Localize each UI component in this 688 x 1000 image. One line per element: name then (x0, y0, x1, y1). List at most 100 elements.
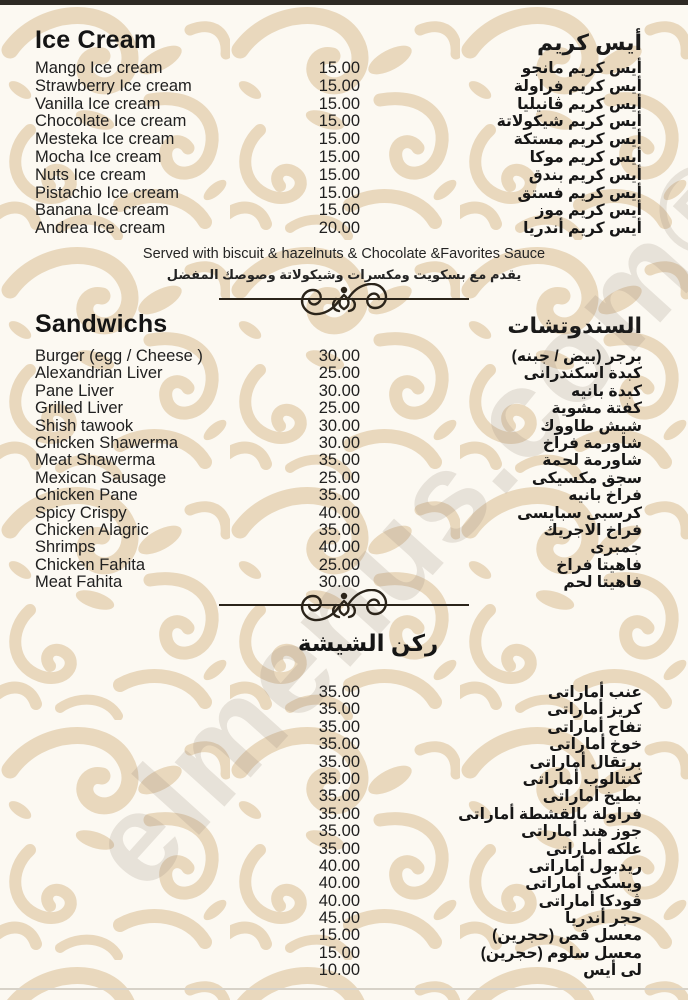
item-price: 40.00 (318, 874, 360, 893)
menu-row: Nuts Ice cream 15.00 أيس كريم بندق (35, 167, 642, 185)
menu-row: Mesteka Ice cream 15.00 أيس كريم مستكة (35, 131, 642, 149)
item-price: 40.00 (318, 538, 360, 557)
item-name-ar: فراخ بانيه (568, 487, 642, 505)
ice-cream-note-en: Served with biscuit & hazelnuts & Chocol… (142, 246, 546, 262)
menu-row: Strawberry Ice cream 15.00 أيس كريم فراو… (35, 78, 642, 96)
menu-row: 15.00 معسل سلوم (حجرين) (35, 945, 642, 962)
item-name-ar: كبدة اسكندرانى (523, 365, 642, 383)
item-name-en: Strawberry Ice cream (35, 76, 192, 95)
item-name-ar: علكه أماراتى (545, 840, 642, 858)
item-name-en: Burger (egg / Cheese ) (35, 347, 203, 365)
item-name-ar: جمبرى (590, 539, 642, 557)
item-name-ar: كنتالوب أماراتى (522, 770, 642, 788)
item-name-ar: لى أيس (583, 962, 642, 980)
item-price: 35.00 (318, 700, 360, 719)
item-name-ar: أيس كريم مستكة (513, 131, 642, 149)
menu-row: 40.00 ويسكى أماراتى (35, 875, 642, 892)
item-name-ar: شاورمة فراخ (542, 434, 642, 452)
item-price: 40.00 (318, 503, 360, 522)
menu-row: Andrea Ice cream 20.00 أيس كريم أندريا (35, 220, 642, 238)
item-price: 35.00 (318, 822, 360, 841)
item-name-en: Pistachio Ice cream (35, 183, 179, 202)
item-name-ar: ويسكى أماراتى (525, 875, 642, 893)
item-name-en: Vanilla Ice cream (35, 94, 161, 113)
item-name-en: Alexandrian Liver (35, 364, 163, 383)
item-name-ar: أيس كريم فستق (517, 184, 642, 202)
menu-row: 35.00 تفاح أماراتى (35, 719, 642, 736)
item-price: 25.00 (318, 468, 360, 487)
item-name-en: Chocolate Ice cream (35, 112, 187, 131)
item-name-en: Meat Shawerma (35, 451, 156, 470)
menu-row: 40.00 ڤودكا أماراتى (35, 893, 642, 910)
item-name-ar: فاهيتا لحم (563, 574, 642, 592)
item-price: 35.00 (318, 804, 360, 823)
item-name-en: Mocha Ice cream (35, 147, 162, 166)
menu-row: 35.00 كنتالوب أماراتى (35, 771, 642, 788)
bottom-border (0, 988, 688, 990)
item-name-en: Chicken Shawerma (35, 433, 179, 452)
item-name-en: Shish tawook (35, 416, 134, 435)
item-name-ar: فراخ الاجريك (543, 521, 642, 539)
item-price: 35.00 (318, 769, 360, 788)
item-name-ar: أيس كريم موكا (529, 148, 642, 166)
item-name-en: Mesteka Ice cream (35, 130, 175, 149)
item-name-en: Meat Fahita (35, 573, 123, 592)
menu-row: Spicy Crispy 40.00 كرسبى سبايسى (35, 505, 642, 522)
item-price: 10.00 (318, 961, 360, 980)
menu-row: Meat Fahita 30.00 فاهيتا لحم (35, 574, 642, 591)
item-price: 30.00 (318, 416, 360, 435)
menu-row: Mexican Sausage 25.00 سجق مكسيكى (35, 470, 642, 487)
item-name-ar: برتقال أماراتى (529, 753, 642, 771)
menu-row: Pane Liver 30.00 كبدة بانيه (35, 383, 642, 400)
item-price: 15.00 (318, 76, 360, 95)
item-name-ar: أيس كريم مانجو (521, 60, 642, 77)
item-name-ar: حجر أندريا (565, 910, 642, 928)
item-price: 35.00 (318, 683, 360, 701)
item-price: 25.00 (318, 364, 360, 383)
item-price: 15.00 (318, 183, 360, 202)
item-price: 25.00 (318, 399, 360, 418)
item-name-ar: أيس كريم شيكولاتة (496, 113, 642, 131)
item-name-ar: عنب أماراتى (547, 684, 642, 701)
shisha-title-ar: ركن الشيشة (297, 630, 439, 656)
item-name-ar: كبدة بانيه (571, 382, 642, 400)
menu-row: 40.00 ريدبول أماراتى (35, 858, 642, 875)
item-name-ar: أيس كريم فراولة (513, 77, 642, 95)
menu-row: Chocolate Ice cream 15.00 أيس كريم شيكول… (35, 113, 642, 131)
menu-row: Shish tawook 30.00 شيش طاووك (35, 418, 642, 435)
menu-row: Chicken Pane 35.00 فراخ بانيه (35, 487, 642, 504)
item-price: 15.00 (318, 926, 360, 945)
ice-cream-items: Mango Ice cream 15.00 أيس كريم مانجو Str… (35, 60, 642, 238)
item-name-en: Andrea Ice cream (35, 219, 166, 238)
item-price: 35.00 (318, 717, 360, 736)
item-price: 30.00 (318, 433, 360, 452)
item-name-en: Chicken Alagric (35, 520, 149, 539)
item-price: 30.00 (318, 347, 360, 365)
item-name-en: Chicken Fahita (35, 555, 146, 574)
sandwiches-items: Burger (egg / Cheese ) 30.00 برجر (بيض /… (35, 348, 642, 591)
menu-row: 35.00 عنب أماراتى (35, 684, 642, 701)
item-name-ar: ريدبول أماراتى (528, 857, 642, 875)
item-price: 15.00 (318, 147, 360, 166)
menu-row: 35.00 فراولة بالقشطة أماراتى (35, 806, 642, 823)
item-price: 35.00 (318, 451, 360, 470)
item-price: 15.00 (318, 165, 360, 184)
item-price: 45.00 (318, 909, 360, 928)
item-price: 35.00 (318, 486, 360, 505)
item-price: 35.00 (318, 787, 360, 806)
menu-row: 35.00 كريز أماراتى (35, 701, 642, 718)
ice-cream-title-en: Ice Cream (35, 26, 157, 54)
item-name-ar: أيس كريم أندريا (523, 220, 642, 238)
item-price: 15.00 (318, 943, 360, 962)
item-price: 15.00 (318, 130, 360, 149)
item-name-en: Chicken Pane (35, 486, 138, 505)
ice-cream-note-ar: يقدم مع بسكويت ومكسرات وشيكولاتة وصوصك ا… (166, 267, 522, 282)
sandwiches-title-ar: السندوتشات (507, 313, 642, 338)
item-name-ar: أيس كريم ڤانيليا (517, 95, 642, 113)
item-price: 15.00 (318, 94, 360, 113)
menu-row: Mocha Ice cream 15.00 أيس كريم موكا (35, 149, 642, 167)
item-name-ar: ڤودكا أماراتى (538, 892, 642, 910)
shisha-items: 35.00 عنب أماراتى 35.00 كريز أماراتى 35.… (35, 684, 642, 980)
